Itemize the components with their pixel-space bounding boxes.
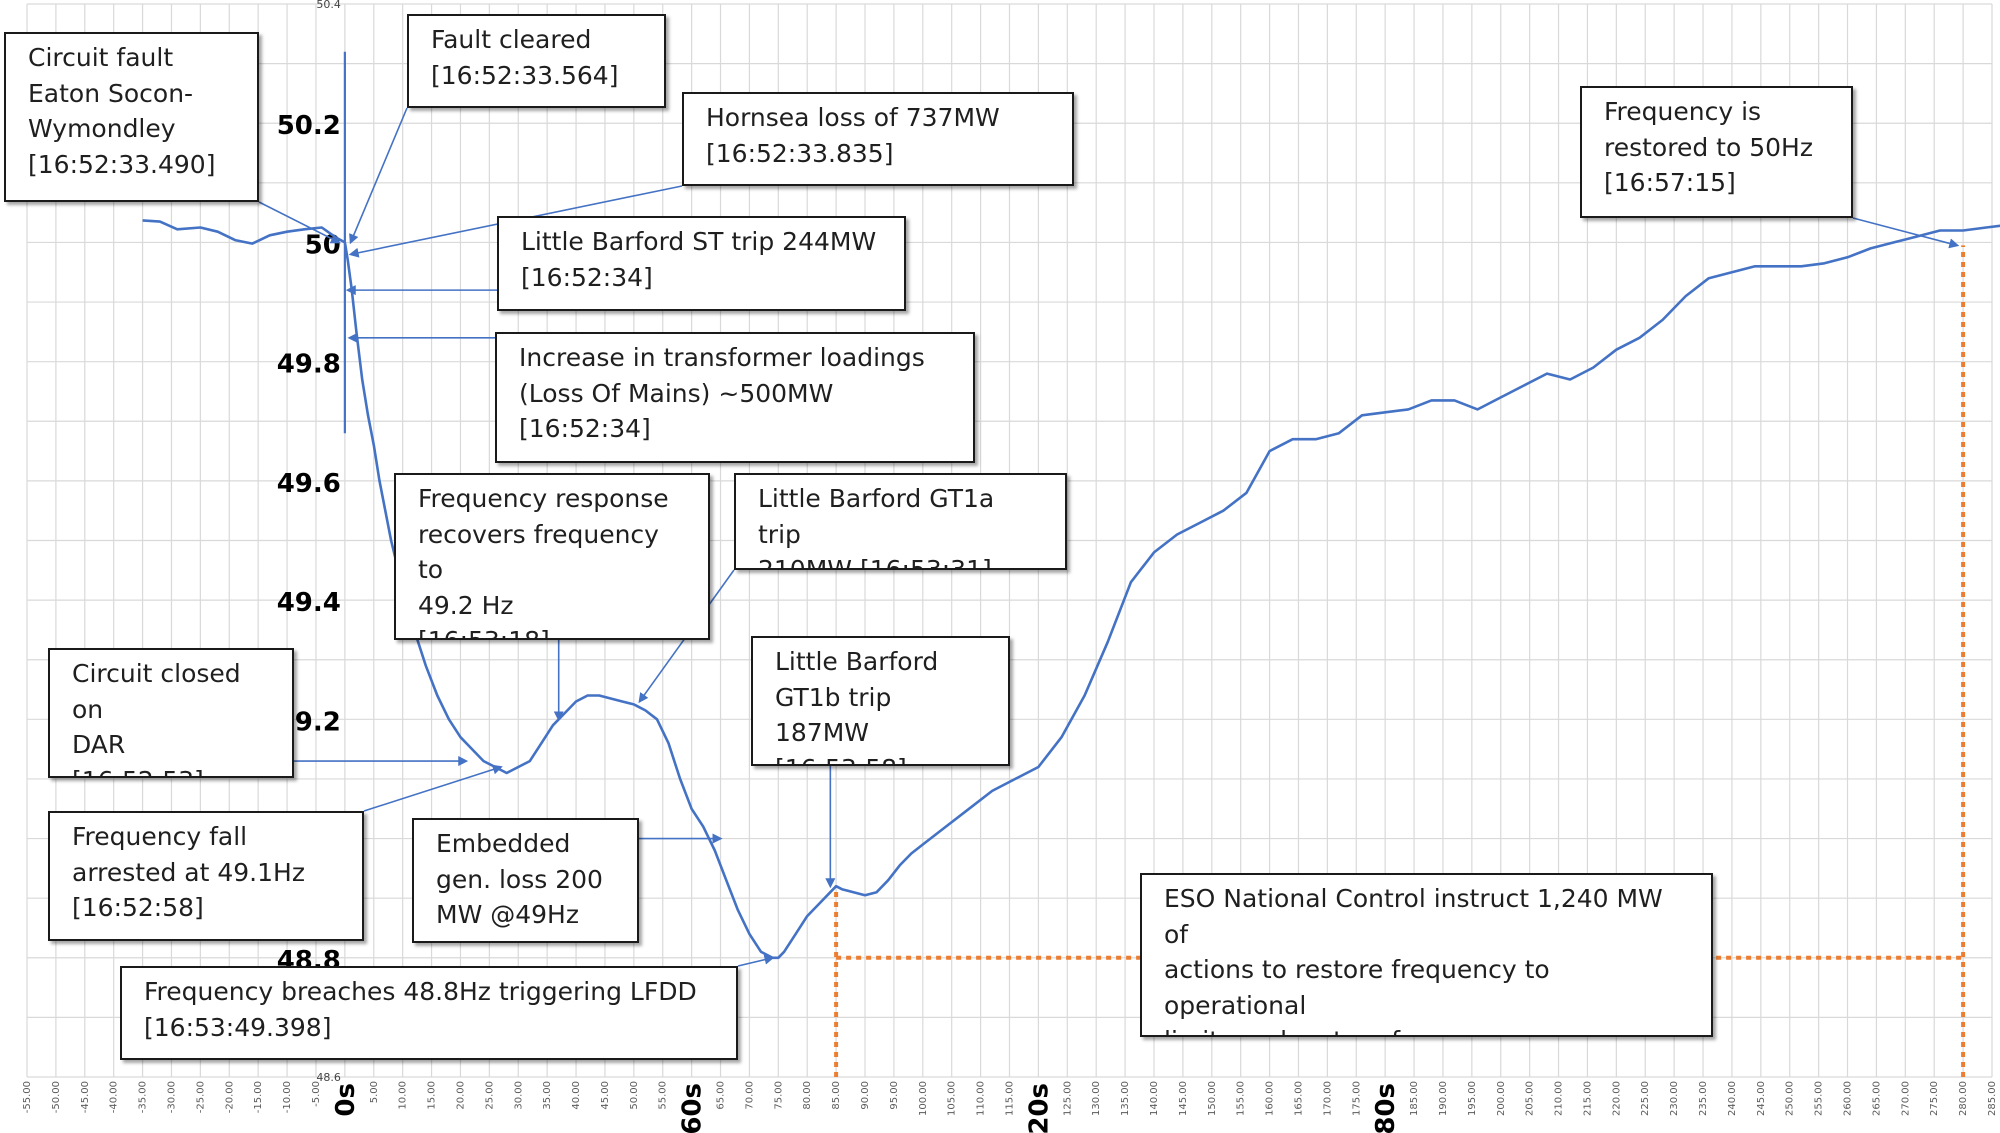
x-tick-label: -40.00 (109, 1081, 120, 1113)
x-tick-label: 15.00 (427, 1081, 438, 1110)
x-tick-label: -50.00 (51, 1081, 62, 1113)
x-tick-label: 235.00 (1698, 1081, 1709, 1116)
x-major-label: 120s (1024, 1083, 1054, 1133)
x-tick-label: 65.00 (716, 1081, 727, 1110)
x-tick-label: 50.00 (629, 1081, 640, 1110)
y-tick-label: 50.2 (277, 111, 341, 141)
annotation-frequency-response: Frequency response recovers frequency to… (394, 473, 710, 640)
x-tick-label: 250.00 (1785, 1081, 1796, 1116)
annotation-transformer-loadings: Increase in transformer loadings (Loss O… (495, 332, 975, 463)
x-tick-label: 25.00 (484, 1081, 495, 1110)
x-tick-label: 70.00 (744, 1081, 755, 1110)
x-tick-label: 270.00 (1900, 1081, 1911, 1116)
x-tick-label: -35.00 (138, 1081, 149, 1113)
x-tick-label: 205.00 (1525, 1081, 1536, 1116)
x-tick-label: -5.00 (311, 1081, 322, 1107)
annotation-little-barford-st: Little Barford ST trip 244MW [16:52:34] (497, 216, 906, 311)
x-tick-label: -30.00 (166, 1081, 177, 1113)
x-tick-label: 90.00 (860, 1081, 871, 1110)
frequency-line (142, 219, 346, 245)
x-tick-label: 20.00 (455, 1081, 466, 1110)
x-tick-label: 275.00 (1929, 1081, 1940, 1116)
x-tick-label: 260.00 (1843, 1081, 1854, 1116)
y-tick-label: 48.6 (316, 1071, 341, 1084)
x-tick-label: 175.00 (1351, 1081, 1362, 1116)
x-tick-label: 95.00 (889, 1081, 900, 1110)
x-tick-label: -25.00 (195, 1081, 206, 1113)
x-tick-label: 45.00 (600, 1081, 611, 1110)
x-tick-label: 245.00 (1756, 1081, 1767, 1116)
annotation-frequency-restored: Frequency is restored to 50Hz [16:57:15] (1580, 86, 1853, 218)
x-tick-label: 220.00 (1611, 1081, 1622, 1116)
annotation-lfdd: Frequency breaches 48.8Hz triggering LFD… (120, 966, 738, 1060)
x-tick-label: 285.00 (1987, 1081, 1998, 1116)
annotation-circuit-closed: Circuit closed on DAR [16:52:53] (48, 648, 294, 778)
annotation-embedded-gen-loss: Embedded gen. loss 200 MW @49Hz (412, 818, 639, 943)
x-tick-label: -20.00 (224, 1081, 235, 1113)
x-tick-label: 140.00 (1149, 1081, 1160, 1116)
annotation-frequency-fall-arrested: Frequency fall arrested at 49.1Hz [16:52… (48, 811, 364, 941)
annotation-gt1b-trip: Little Barford GT1b trip 187MW [16:53:58… (751, 636, 1010, 766)
annotation-gt1a-trip: Little Barford GT1a trip 210MW [16:53:31… (734, 473, 1067, 570)
y-tick-label: 49.6 (277, 469, 341, 499)
annotation-fault-cleared: Fault cleared [16:52:33.564] (407, 14, 666, 108)
x-tick-label: -45.00 (80, 1081, 91, 1113)
x-tick-label: 130.00 (1091, 1081, 1102, 1116)
x-tick-label: 80.00 (802, 1081, 813, 1110)
x-major-label: 0s (331, 1083, 361, 1117)
x-tick-label: 100.00 (918, 1081, 929, 1116)
x-tick-label: -55.00 (22, 1081, 33, 1113)
x-tick-label: 280.00 (1958, 1081, 1969, 1116)
x-tick-label: 230.00 (1669, 1081, 1680, 1116)
x-tick-label: 110.00 (976, 1081, 987, 1116)
x-tick-label: 190.00 (1438, 1081, 1449, 1116)
x-tick-label: 30.00 (513, 1081, 524, 1110)
y-tick-label: 49.4 (277, 588, 341, 618)
x-major-label: 180s (1371, 1083, 1401, 1133)
x-tick-label: 125.00 (1062, 1081, 1073, 1116)
x-tick-label: 195.00 (1467, 1081, 1478, 1116)
x-tick-label: 225.00 (1640, 1081, 1651, 1116)
x-tick-label: 215.00 (1582, 1081, 1593, 1116)
annotation-arrow (737, 954, 775, 967)
annotation-arrow (363, 764, 503, 812)
annotation-hornsea-loss: Hornsea loss of 737MW [16:52:33.835] (682, 92, 1074, 186)
y-tick-label: 50.4 (316, 0, 341, 11)
x-tick-label: 150.00 (1207, 1081, 1218, 1116)
annotation-arrow (349, 107, 408, 245)
x-tick-label: -10.00 (282, 1081, 293, 1113)
y-tick-label: 49.8 (277, 350, 341, 380)
x-tick-label: 210.00 (1554, 1081, 1565, 1116)
x-tick-label: 255.00 (1814, 1081, 1825, 1116)
x-tick-label: 160.00 (1265, 1081, 1276, 1116)
annotation-circuit-fault: Circuit fault Eaton Socon- Wymondley [16… (4, 32, 259, 202)
x-tick-label: 75.00 (773, 1081, 784, 1110)
x-tick-labels: -55.00 -50.00 -45.00 -40.00 -35.00 -30.00 -25.… (22, 1081, 1998, 1133)
x-tick-label: 35.00 (542, 1081, 553, 1110)
x-tick-label: 135.00 (1120, 1081, 1131, 1116)
annotation-eso-control: ESO National Control instruct 1,240 MW o… (1140, 873, 1713, 1037)
annotation-arrow (258, 201, 341, 244)
x-tick-label: 240.00 (1727, 1081, 1738, 1116)
x-tick-label: 265.00 (1871, 1081, 1882, 1116)
x-tick-label: 145.00 (1178, 1081, 1189, 1116)
x-tick-label: 5.00 (369, 1081, 380, 1103)
x-tick-label: 155.00 (1236, 1081, 1247, 1116)
x-tick-label: 200.00 (1496, 1081, 1507, 1116)
x-tick-label: 165.00 (1293, 1081, 1304, 1116)
annotation-arrow (1852, 217, 1960, 249)
x-major-label: 60s (678, 1083, 708, 1133)
x-tick-label: 85.00 (831, 1081, 842, 1110)
x-tick-label: 185.00 (1409, 1081, 1420, 1116)
x-tick-label: 105.00 (947, 1081, 958, 1116)
x-tick-label: -15.00 (253, 1081, 264, 1113)
x-tick-label: 170.00 (1322, 1081, 1333, 1116)
x-tick-label: 40.00 (571, 1081, 582, 1110)
x-tick-label: 115.00 (1005, 1081, 1016, 1116)
x-tick-label: 10.00 (398, 1081, 409, 1110)
x-tick-label: 55.00 (658, 1081, 669, 1110)
